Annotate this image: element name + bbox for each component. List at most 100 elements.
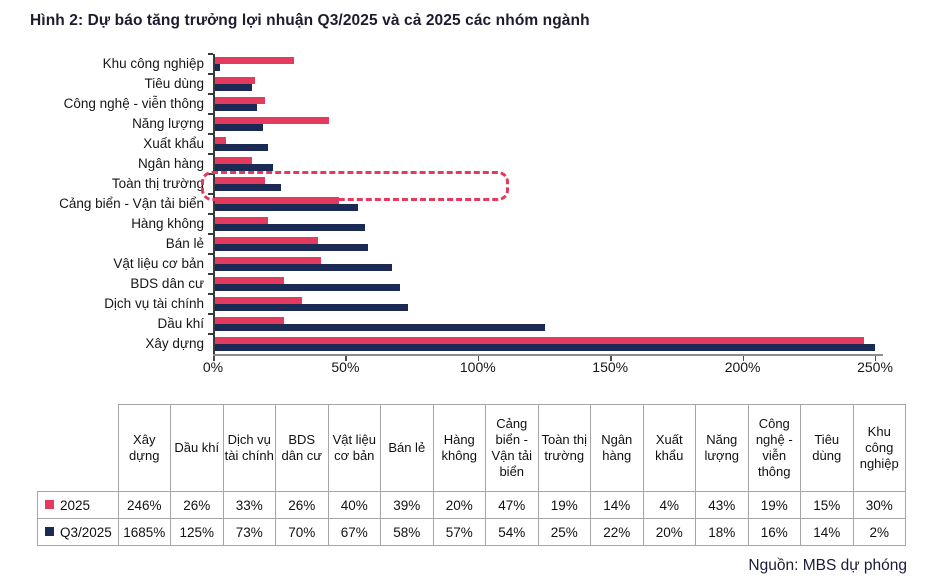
table-column-header: Ngân hàng xyxy=(590,404,644,492)
category-label: Xây dựng xyxy=(145,336,204,351)
bar-q3-2025 xyxy=(215,224,366,231)
x-tick-label: 0% xyxy=(202,359,224,375)
category-bars xyxy=(208,293,875,314)
bar-2025 xyxy=(215,177,266,184)
x-tick-label: 100% xyxy=(459,359,496,375)
table-value-cell: 47% xyxy=(485,491,539,519)
chart-rows: Khu công nghiệp Tiêu dùng Công nghệ - viễn… xyxy=(0,53,933,354)
category-label: Xuất khẩu xyxy=(143,136,204,151)
bar-2025 xyxy=(215,57,295,64)
table-value-cell: 22% xyxy=(590,518,644,546)
bar-2025 xyxy=(215,217,268,224)
category-label: Hàng không xyxy=(131,216,204,231)
table-value-cell: 33% xyxy=(222,491,276,519)
category-bars xyxy=(208,233,875,254)
table-column-header: Khu công nghiệp xyxy=(852,404,906,492)
legend-label: 2025 xyxy=(60,497,91,513)
table-value-cell: 43% xyxy=(695,491,749,519)
table-value-cell: 19% xyxy=(537,491,591,519)
legend-label: Q3/2025 xyxy=(60,524,112,540)
x-tick xyxy=(345,356,347,361)
chart-row: Dịch vụ tài chính xyxy=(0,293,933,314)
bar-q3-2025 xyxy=(215,144,268,151)
bar-q3-2025 xyxy=(215,304,408,311)
category-bars xyxy=(201,171,875,201)
x-tick-label: 200% xyxy=(724,359,761,375)
chart-row: Dầu khí xyxy=(0,313,933,334)
table-column-header: Bán lẻ xyxy=(380,404,434,492)
category-bars xyxy=(208,53,875,74)
bar-2025 xyxy=(215,317,284,324)
category-bars xyxy=(208,93,875,114)
table-column-header: Xuất khẩu xyxy=(642,404,696,492)
table-column-header: Công nghệ - viễn thông xyxy=(747,404,801,492)
bar-2025 xyxy=(215,117,329,124)
category-label: Dầu khí xyxy=(157,316,204,331)
bar-q3-2025 xyxy=(215,64,221,71)
chart-row: Xây dựng xyxy=(0,333,933,354)
data-table-wrap: Xây dựng Dầu khí Dịch vụ tài chính BDS dân … xyxy=(37,404,906,546)
x-tick xyxy=(742,356,745,361)
bar-q3-2025 xyxy=(215,84,252,91)
category-bars xyxy=(208,113,875,134)
category-label: Bán lẻ xyxy=(165,236,204,251)
category-label: BDS dân cư xyxy=(130,276,204,291)
chart-row: Vật liệu cơ bản xyxy=(0,253,933,274)
table-value-cell: 57% xyxy=(432,518,486,546)
table-column-header: Tiêu dùng xyxy=(800,404,854,492)
category-label: Công nghệ - viễn thông xyxy=(63,96,204,111)
chart-row: BDS dân cư xyxy=(0,273,933,294)
table-value-cell: 30% xyxy=(852,491,906,519)
x-axis-labels: 0% 50% 100% 150% 200% 250% xyxy=(203,356,893,378)
table-value-cell: 1685% xyxy=(117,518,171,546)
category-bars xyxy=(208,213,875,234)
table-column-header: BDS dân cư xyxy=(275,404,329,492)
table-value-cell: 73% xyxy=(222,518,276,546)
table-value-cell: 25% xyxy=(537,518,591,546)
category-label: Vật liệu cơ bản xyxy=(113,256,204,271)
bar-2025 xyxy=(215,237,318,244)
chart-row: Toàn thị trường xyxy=(0,171,933,201)
table-value-cell: 14% xyxy=(590,491,644,519)
table-value-cell: 19% xyxy=(747,491,801,519)
category-bars xyxy=(208,313,875,334)
bar-q3-2025 xyxy=(215,184,281,191)
x-tick xyxy=(874,356,877,361)
figure-title: Hình 2: Dự báo tăng trưởng lợi nhuận Q3/… xyxy=(30,12,590,29)
table-value-cell: 26% xyxy=(275,491,329,519)
bar-q3-2025 xyxy=(215,204,358,211)
legend-cell: Q3/2025 xyxy=(37,518,119,546)
bar-q3-2025 xyxy=(215,264,392,271)
table-column-header: Toàn thị trường xyxy=(537,404,591,492)
category-label: Năng lượng xyxy=(132,116,204,131)
chart-row: Hàng không xyxy=(0,213,933,234)
legend-swatch-icon xyxy=(45,500,54,510)
bar-2025 xyxy=(215,297,303,304)
table-value-cell: 246% xyxy=(117,491,171,519)
table-value-cell: 16% xyxy=(747,518,801,546)
category-bars xyxy=(208,133,875,154)
category-label: Toàn thị trường xyxy=(111,176,204,191)
legend-swatch-icon xyxy=(45,527,54,537)
bar-2025 xyxy=(215,337,865,344)
bar-2025 xyxy=(215,137,226,144)
table-corner-cell xyxy=(38,405,119,492)
table-value-cell: 20% xyxy=(642,518,696,546)
chart-row: Năng lượng xyxy=(0,113,933,134)
chart-row: Bán lẻ xyxy=(0,233,933,254)
highlight-box xyxy=(201,171,509,201)
table-value-cell: 40% xyxy=(327,491,381,519)
table-column-header: Dầu khí xyxy=(170,404,224,492)
bar-q3-2025 xyxy=(215,244,369,251)
legend-cell: 2025 xyxy=(37,491,119,519)
category-label: Ngân hàng xyxy=(137,156,204,171)
chart-row: Tiêu dùng xyxy=(0,73,933,94)
table-value-cell: 125% xyxy=(170,518,224,546)
bar-q3-2025 xyxy=(215,284,400,291)
x-tick xyxy=(213,356,215,361)
category-bars xyxy=(208,153,875,174)
category-label: Cảng biển - Vận tải biển xyxy=(59,196,204,211)
table-value-cell: 18% xyxy=(695,518,749,546)
bar-2025 xyxy=(215,97,266,104)
table-column-header: Hàng không xyxy=(432,404,486,492)
